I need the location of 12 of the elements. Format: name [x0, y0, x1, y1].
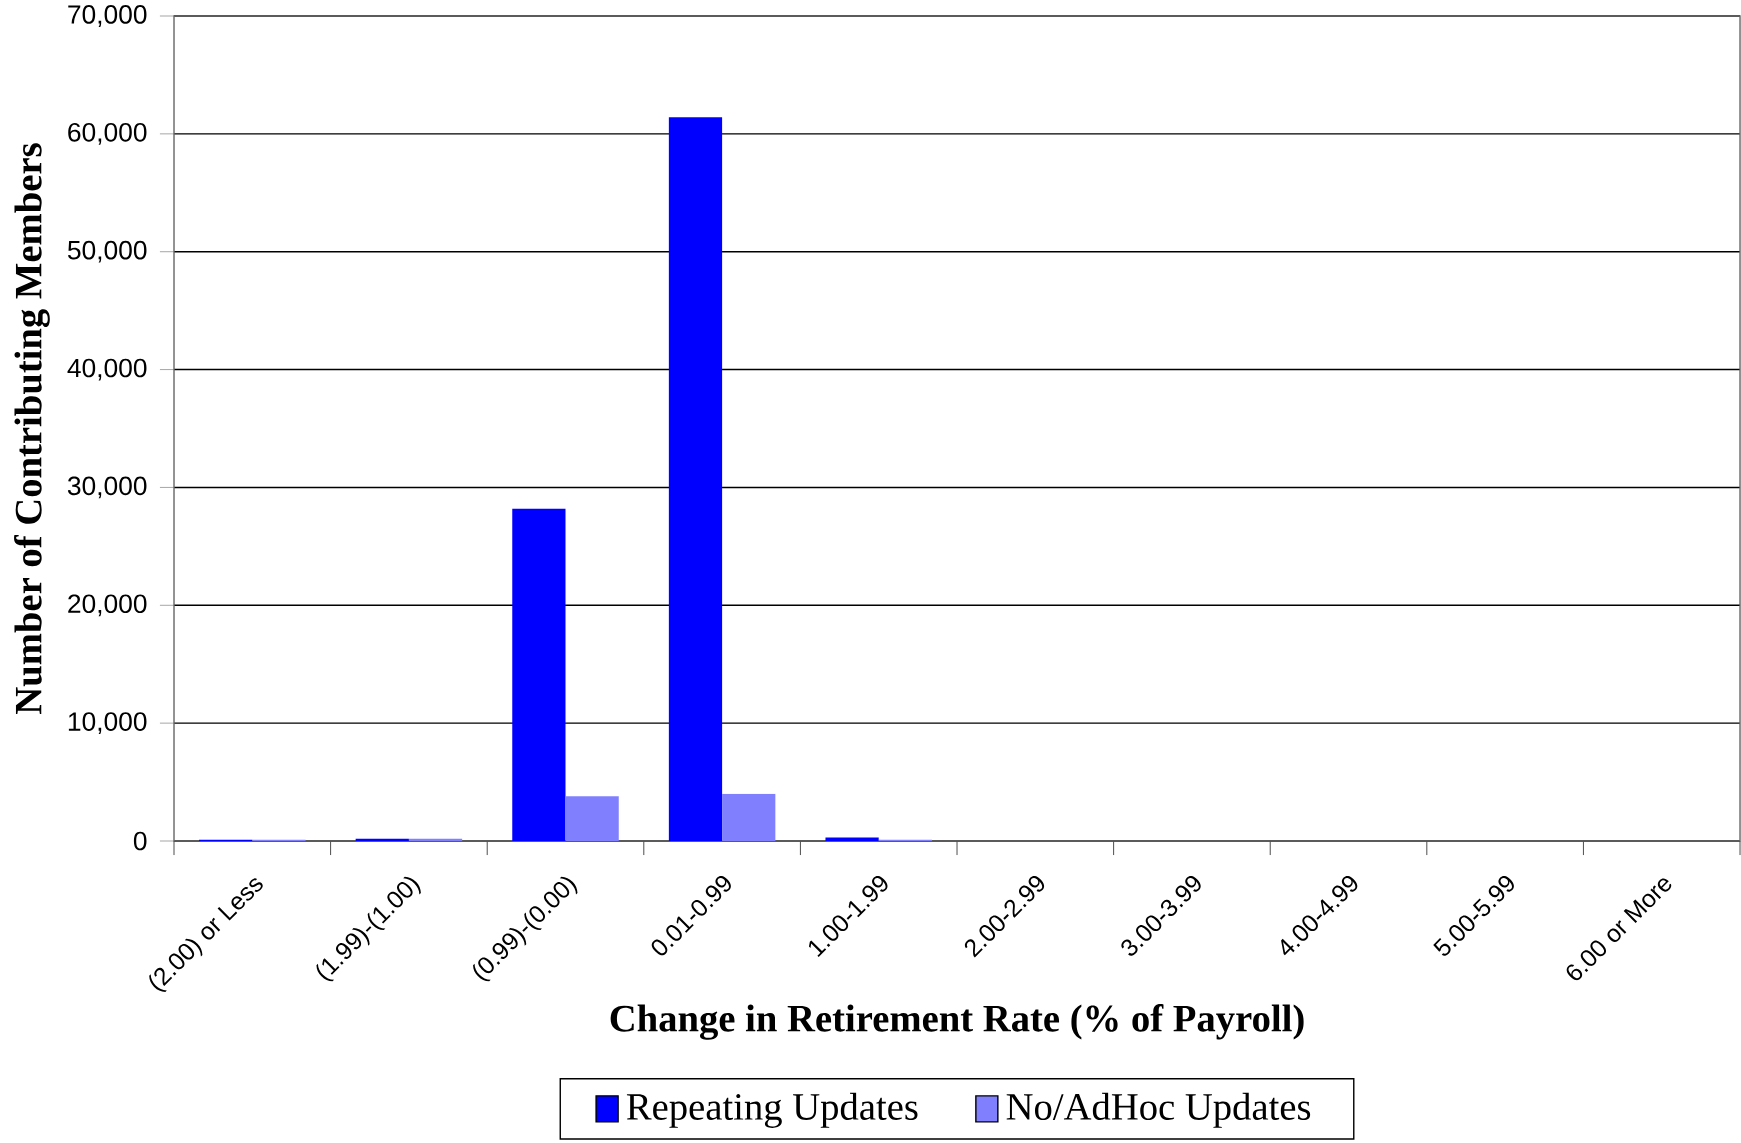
y-tick-label: 0 [133, 831, 147, 851]
legend-label: Repeating Updates [626, 1092, 918, 1128]
y-tick-label: 40,000 [67, 358, 147, 381]
y-tick-label: 50,000 [67, 240, 147, 263]
legend-label: No/AdHoc Updates [1006, 1092, 1311, 1128]
x-axis-title: Change in Retirement Rate (% of Payroll) [610, 1004, 1304, 1040]
y-tick-label: 70,000 [68, 5, 147, 27]
y-tick-label: 60,000 [68, 122, 147, 145]
y-tick-label: 30,000 [67, 476, 147, 499]
y-tick-label: 20,000 [68, 594, 147, 617]
y-axis-title: Number of Contributing Members [14, 143, 50, 714]
y-tick-label: 10,000 [68, 712, 147, 735]
